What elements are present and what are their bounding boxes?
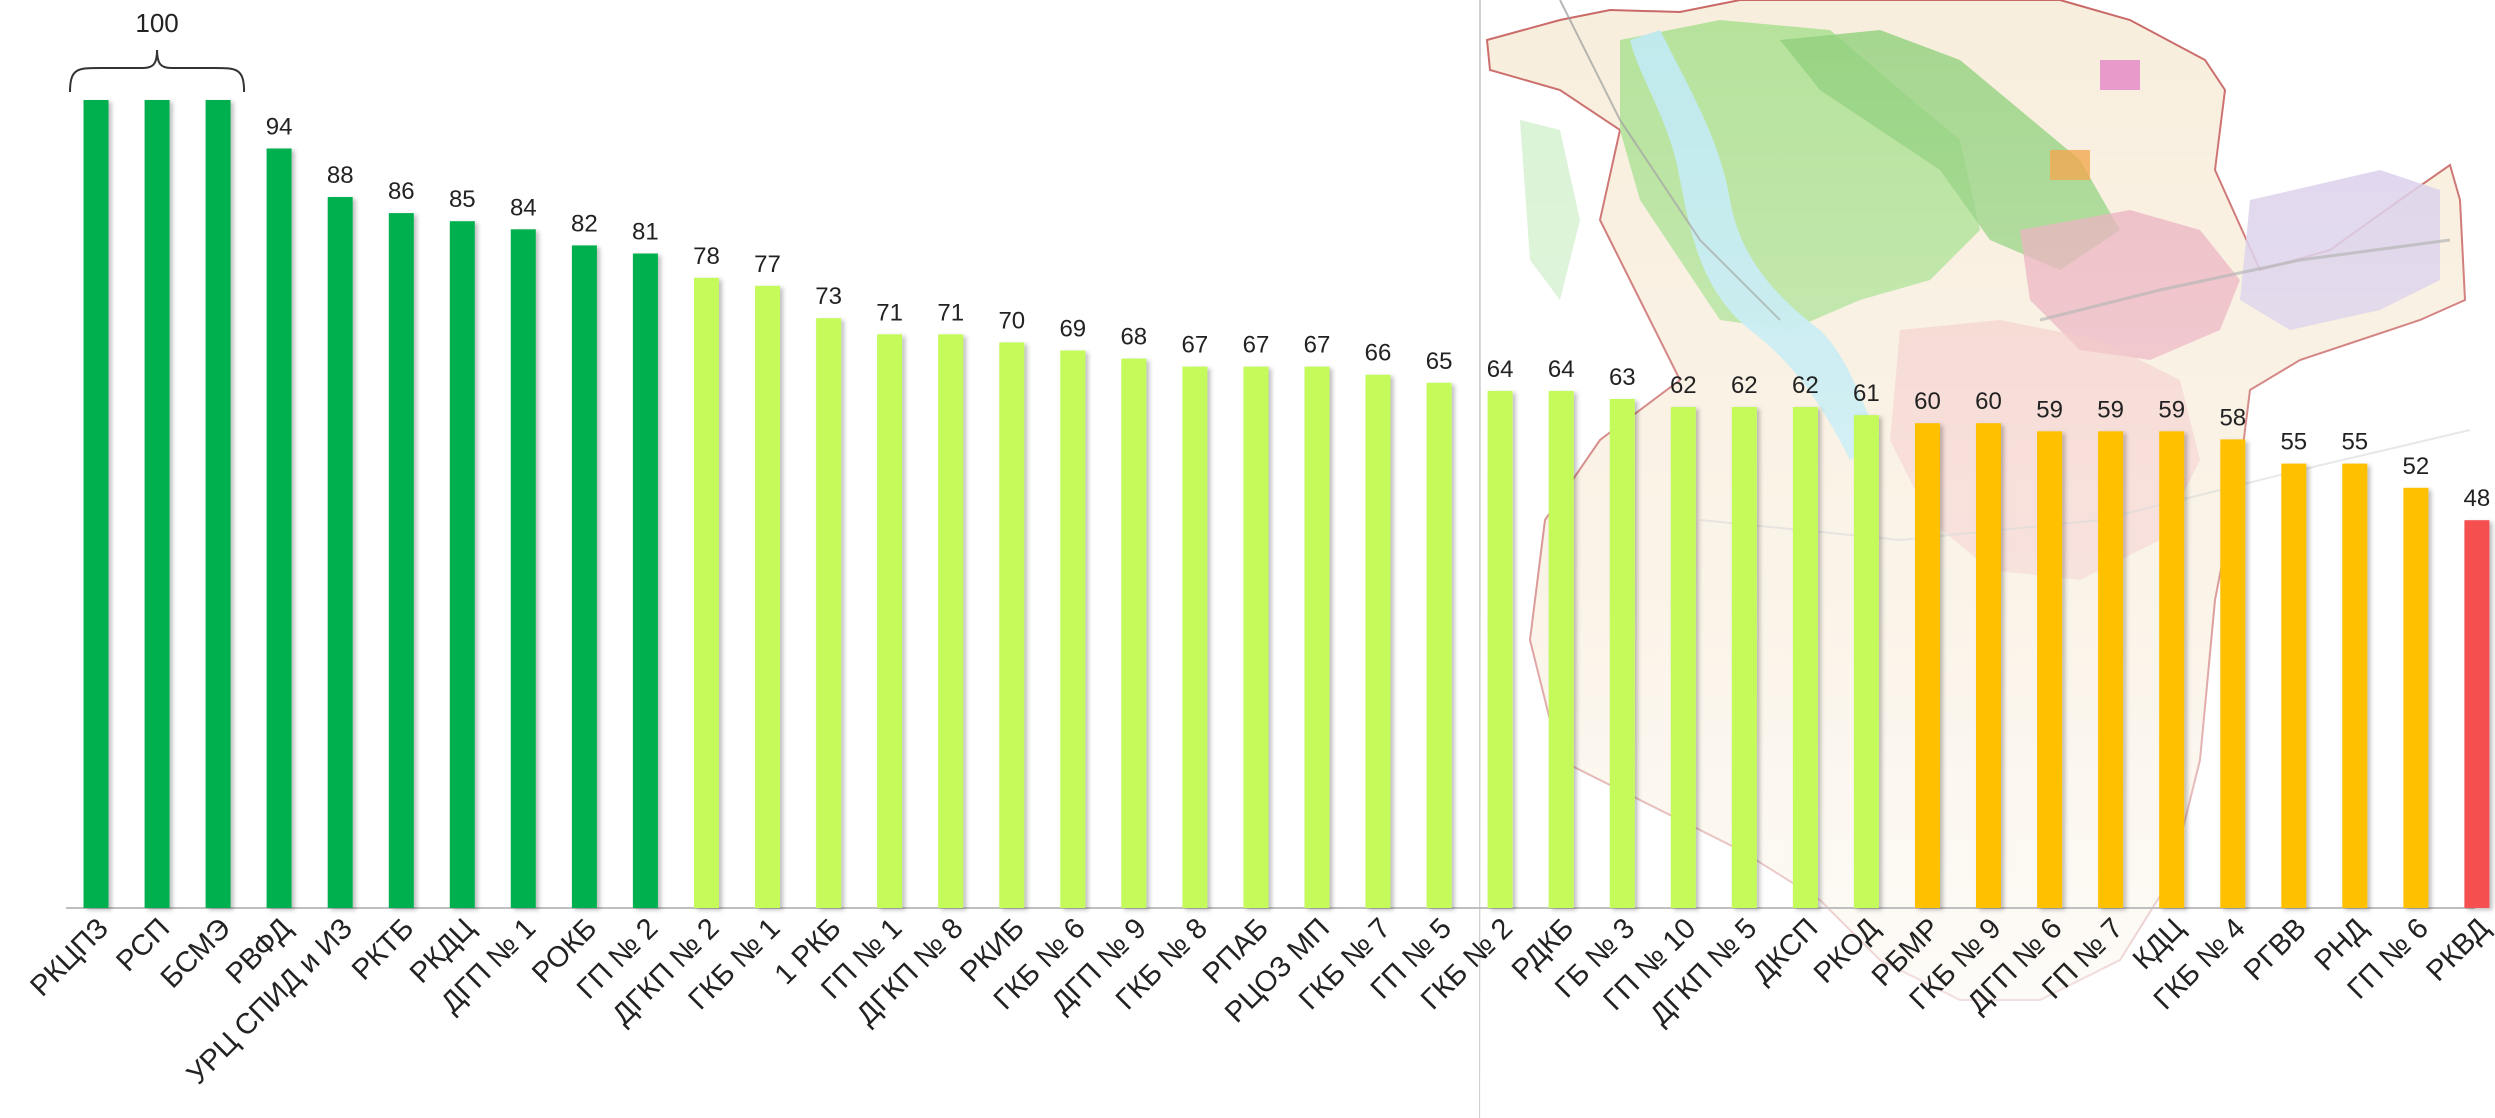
bar-36 bbox=[2281, 463, 2307, 908]
value-label-27: 62 bbox=[1731, 372, 1758, 399]
bar-7 bbox=[510, 229, 536, 909]
bar-19 bbox=[1243, 366, 1269, 909]
bar-26 bbox=[1670, 407, 1696, 908]
bar-18 bbox=[1182, 366, 1208, 909]
value-label-10: 78 bbox=[693, 243, 720, 270]
bar-10 bbox=[694, 277, 719, 908]
value-label-8: 82 bbox=[571, 210, 598, 237]
value-label-20: 67 bbox=[1304, 332, 1331, 359]
value-label-31: 60 bbox=[1975, 388, 2002, 415]
value-label-34: 59 bbox=[2158, 396, 2185, 423]
value-label-32: 59 bbox=[2036, 396, 2063, 423]
category-label-0: РКЦПЗ bbox=[24, 912, 115, 1003]
bar-15 bbox=[999, 342, 1025, 908]
bar-12 bbox=[816, 318, 842, 908]
value-label-37: 55 bbox=[2341, 429, 2368, 456]
bar-29 bbox=[1853, 415, 1879, 908]
brace-label: 100 bbox=[135, 8, 178, 38]
value-label-38: 52 bbox=[2403, 453, 2430, 480]
value-label-14: 71 bbox=[937, 299, 964, 326]
bar-25 bbox=[1609, 399, 1635, 908]
bar-27 bbox=[1731, 407, 1757, 908]
value-label-12: 73 bbox=[815, 283, 842, 310]
bar-31 bbox=[1976, 423, 2001, 908]
value-label-35: 58 bbox=[2219, 404, 2246, 431]
value-label-24: 64 bbox=[1548, 356, 1575, 383]
bar-11 bbox=[755, 285, 780, 908]
bar-22 bbox=[1426, 382, 1452, 908]
value-label-18: 67 bbox=[1182, 332, 1209, 359]
bar-21 bbox=[1365, 374, 1391, 908]
bar-20 bbox=[1304, 366, 1330, 909]
bar-39 bbox=[2464, 520, 2490, 908]
bar-33 bbox=[2098, 431, 2124, 908]
bar-38 bbox=[2403, 487, 2429, 908]
value-label-21: 66 bbox=[1365, 340, 1392, 367]
value-label-17: 68 bbox=[1120, 324, 1147, 351]
bar-9 bbox=[632, 253, 658, 908]
bar-13 bbox=[877, 334, 903, 908]
bar-35 bbox=[2220, 439, 2246, 908]
group-brace: 100 bbox=[69, 8, 246, 93]
bar-8 bbox=[571, 245, 597, 908]
bar-3 bbox=[266, 148, 292, 908]
bar-14 bbox=[938, 334, 964, 908]
bar-4 bbox=[327, 197, 353, 908]
value-label-26: 62 bbox=[1670, 372, 1697, 399]
value-label-39: 48 bbox=[2464, 485, 2491, 512]
value-label-13: 71 bbox=[876, 299, 903, 326]
value-label-33: 59 bbox=[2097, 396, 2124, 423]
value-label-22: 65 bbox=[1426, 348, 1453, 375]
value-label-30: 60 bbox=[1914, 388, 1941, 415]
bar-34 bbox=[2159, 431, 2185, 908]
value-label-9: 81 bbox=[632, 219, 659, 246]
bar-32 bbox=[2037, 431, 2063, 908]
bars-group bbox=[83, 100, 2490, 909]
category-label-5: РКТБ bbox=[346, 912, 420, 986]
value-label-3: 94 bbox=[266, 114, 293, 141]
value-label-6: 85 bbox=[449, 186, 476, 213]
bar-23 bbox=[1487, 390, 1513, 908]
bar-17 bbox=[1121, 358, 1147, 909]
bar-6 bbox=[449, 221, 475, 908]
value-label-29: 61 bbox=[1853, 380, 1880, 407]
bar-24 bbox=[1548, 390, 1574, 908]
bar-28 bbox=[1792, 407, 1818, 908]
value-label-36: 55 bbox=[2280, 429, 2307, 456]
value-label-23: 64 bbox=[1487, 356, 1514, 383]
bar-30 bbox=[1915, 423, 1940, 908]
bar-16 bbox=[1060, 350, 1086, 908]
value-label-15: 70 bbox=[998, 307, 1025, 334]
bar-2 bbox=[205, 100, 231, 908]
value-label-25: 63 bbox=[1609, 364, 1636, 391]
value-label-19: 67 bbox=[1243, 332, 1270, 359]
value-label-5: 86 bbox=[388, 178, 415, 205]
value-labels-group: 94 88 86 85 84 82 81 78 77 73 71 71 70 69 68 67 67 67 66 65… bbox=[266, 114, 2491, 513]
bar-5 bbox=[388, 213, 414, 909]
bar-37 bbox=[2342, 463, 2368, 908]
bar-1 bbox=[144, 100, 170, 908]
value-label-4: 88 bbox=[327, 162, 354, 189]
value-label-7: 84 bbox=[510, 194, 537, 221]
value-label-11: 77 bbox=[754, 251, 781, 278]
value-label-16: 69 bbox=[1059, 316, 1086, 343]
category-label-2: БСМЭ bbox=[155, 912, 237, 994]
value-label-28: 62 bbox=[1792, 372, 1819, 399]
bar-0 bbox=[83, 100, 109, 908]
brace-shape bbox=[69, 49, 246, 93]
